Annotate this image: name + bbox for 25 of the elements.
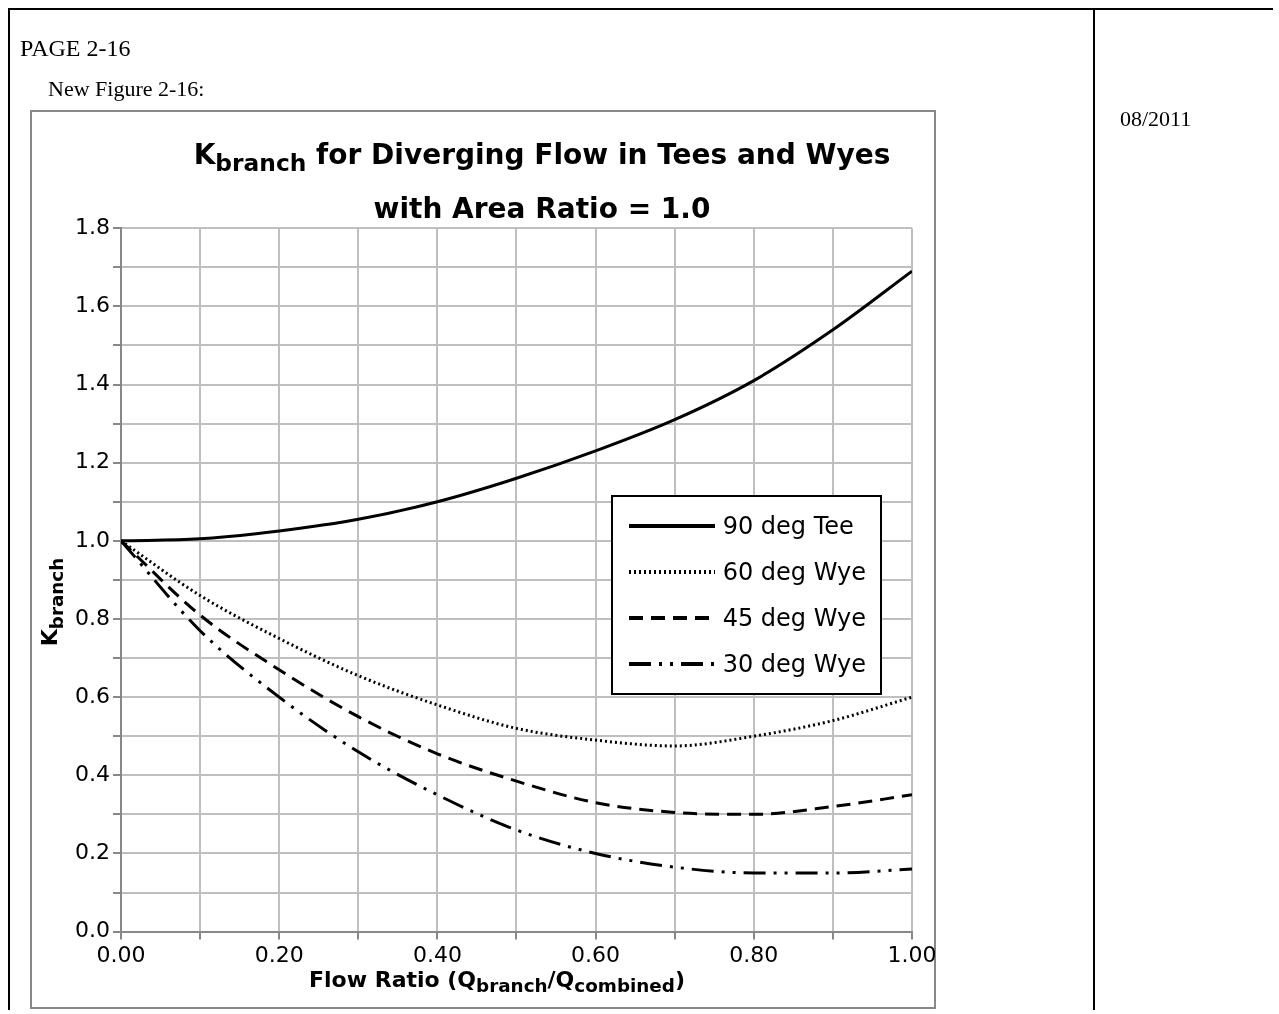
- x-axis-title: Flow Ratio (Q$_{branch}$/Q$_{combined}$): [308, 967, 686, 997]
- legend-label: 90 deg Tee: [722, 512, 854, 541]
- text: New Figure 2-16:: [48, 76, 205, 102]
- legend-label: 60 deg Wye: [722, 558, 866, 587]
- y-tick-label: 0.0: [74, 917, 110, 943]
- y-tick-label: 1.2: [74, 448, 110, 474]
- y-tick-label: 1.8: [74, 213, 110, 239]
- y-tick-label: 1.6: [74, 292, 110, 318]
- legend-label: 30 deg Wye: [722, 650, 866, 679]
- x-tick-label: 1.00: [887, 941, 937, 967]
- legend-label: 45 deg Wye: [722, 604, 866, 633]
- x-tick-label: 0.20: [254, 941, 304, 967]
- chart-title: K$_{branch}$ for Diverging Flow in Tees and Wyes with Area Ratio = 1.0: [192, 137, 892, 227]
- y-tick-label: 0.2: [74, 839, 110, 865]
- y-tick-label: 0.4: [74, 761, 110, 787]
- text: 08/2011: [1120, 106, 1192, 132]
- y-tick-label: 0.6: [74, 682, 110, 708]
- x-tick-label: 0.60: [571, 941, 621, 967]
- y-tick-label: 0.8: [74, 604, 110, 630]
- y-tick-label: 1.4: [74, 370, 110, 396]
- x-tick-label: 0.00: [96, 941, 146, 967]
- text: PAGE 2-16: [20, 35, 131, 62]
- y-tick-label: 1.0: [74, 526, 110, 552]
- x-tick-label: 0.40: [412, 941, 462, 967]
- x-tick-label: 0.80: [729, 941, 779, 967]
